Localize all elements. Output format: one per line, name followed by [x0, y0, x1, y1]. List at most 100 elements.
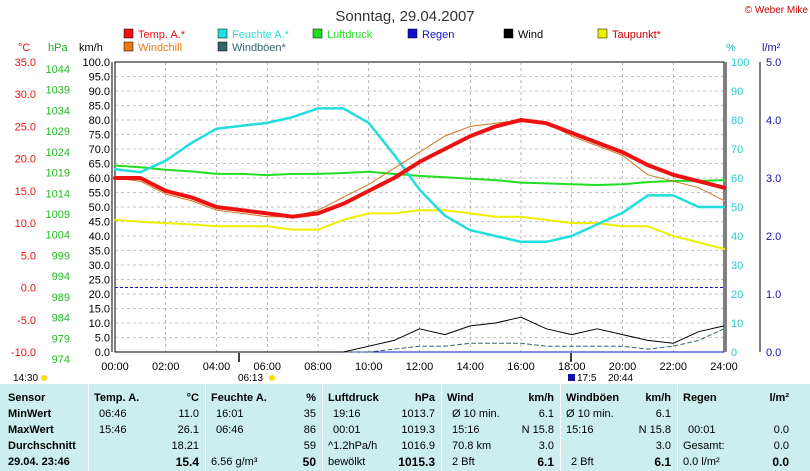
wind-tick: 65.0: [89, 159, 110, 171]
wind-max-time: 15:16: [452, 424, 480, 436]
wind-tick: 60.0: [89, 173, 110, 185]
humidity-tick: 20: [731, 289, 743, 301]
time-tick: 08:00: [304, 361, 332, 373]
pressure-current: 1015.3: [398, 455, 435, 469]
chart-title: Sonntag, 29.04.2007: [335, 8, 474, 25]
sunset-time-2: 20:44: [608, 373, 633, 384]
pressure-tick: 979: [52, 333, 70, 345]
pressure-tick: 994: [52, 271, 70, 283]
wind-avg10: 6.1: [538, 408, 554, 420]
temp-tick: 20.0: [15, 154, 36, 166]
legend-label: Temp. A.*: [138, 29, 186, 41]
temp-min: 11.0: [178, 408, 199, 420]
column-divider: [205, 384, 206, 471]
temp-tick: 5.0: [21, 250, 36, 262]
humidity-tick: 50: [731, 202, 743, 214]
humidity-unit: %: [306, 392, 316, 404]
gust-header: Windböen: [566, 392, 620, 404]
weather-chart: Sonntag, 29.04.2007 © Weber Mike Temp. A…: [11, 5, 809, 384]
rain-header: Regen: [683, 392, 717, 404]
temp-current: 15.4: [175, 455, 199, 469]
legend-swatch: [503, 28, 514, 39]
humidity-avg: 59: [303, 440, 316, 452]
pressure-tick: 1029: [46, 126, 70, 138]
gust-unit: km/h: [645, 392, 671, 404]
time-tick: 16:00: [507, 361, 535, 373]
legend: Temp. A.* Feuchte A.* Luftdruck Regen Wind Ta…: [123, 28, 662, 54]
rain-axis-unit: l/m²: [762, 42, 781, 54]
time-tick: 14:00: [456, 361, 484, 373]
time-tick: 22:00: [659, 361, 687, 373]
wind-tick: 30.0: [89, 260, 110, 272]
temp-tick: -5.0: [17, 315, 36, 327]
temp-min-time: 06:46: [99, 408, 127, 420]
wind-tick: 90.0: [89, 86, 110, 98]
temp-max: 26.1: [177, 424, 199, 436]
wind-axis-unit: km/h: [79, 42, 103, 54]
row-label-max: MaxWert: [8, 424, 54, 436]
wind-tick: 20.0: [89, 289, 110, 301]
time-tick: 12:00: [406, 361, 434, 373]
sunrise-time: 06:13: [238, 373, 263, 384]
wind-tick: 75.0: [89, 130, 110, 142]
wind-tick: 40.0: [89, 231, 110, 243]
pressure-avg: 1016.9: [401, 440, 435, 452]
pressure-min-time: 19:16: [333, 408, 361, 420]
time-tick: 00:00: [101, 361, 129, 373]
wind-tick: 95.0: [89, 72, 110, 84]
series-windchill: [114, 119, 725, 218]
legend-swatch: [217, 28, 228, 39]
wind-distance: 70.8 km: [452, 440, 492, 452]
copyright: © Weber Mike: [745, 5, 809, 16]
axis-ticks: 35.0 30.0 25.0 20.0 15.0 10.0 5.0 0.0 -5.0 -10.0 1…: [11, 57, 781, 373]
legend-swatch: [217, 41, 228, 52]
legend-swatch: [597, 28, 608, 39]
wind-unit: km/h: [528, 392, 554, 404]
time-tick: 02:00: [152, 361, 180, 373]
time-tick: 24:00: [710, 361, 738, 373]
humidity-header: Feuchte A.: [211, 392, 267, 404]
wind-avg-label: Ø 10 min.: [452, 408, 500, 420]
legend-swatch: [407, 28, 418, 39]
legend-label: Taupunkt*: [612, 29, 662, 41]
series-luftdruck: [114, 164, 725, 186]
time-marker-left: 14:30: [13, 373, 38, 384]
row-label-avg: Durchschnitt: [8, 440, 76, 452]
data-series: [113, 107, 726, 353]
humidity-min-time: 16:01: [216, 408, 244, 420]
temp-max-time: 15:46: [99, 424, 127, 436]
humidity-absolute: 6.56 g/m³: [211, 456, 258, 468]
humidity-tick: 40: [731, 231, 743, 243]
pressure-unit: hPa: [414, 392, 435, 404]
wind-tick: 80.0: [89, 115, 110, 127]
rain-tick: 2.0: [766, 231, 781, 243]
pressure-tick: 974: [52, 354, 70, 366]
humidity-tick: 0: [731, 347, 737, 359]
gust-avg-label: Ø 10 min.: [566, 408, 614, 420]
time-tick: 18:00: [558, 361, 586, 373]
pressure-max-time: 00:01: [333, 424, 361, 436]
rain-current: 0.0: [772, 455, 789, 469]
wind-current: 6.1: [537, 455, 554, 469]
time-tick: 04:00: [203, 361, 231, 373]
rain-column: Regen l/m² 00:01 0.0 Gesamt: 0.0 0.0 l/m…: [678, 384, 793, 471]
humidity-tick: 30: [731, 260, 743, 272]
wind-column: Wind km/h Ø 10 min. 6.1 15:16 N 15.8 70.…: [442, 384, 560, 471]
humidity-tick: 80: [731, 115, 743, 127]
temp-header: Temp. A.: [94, 392, 140, 404]
gust-current: 6.1: [654, 455, 671, 469]
row-label-current: 29.04. 23:46: [8, 456, 70, 468]
temp-tick: 30.0: [15, 89, 36, 101]
wind-tick: 35.0: [89, 246, 110, 258]
pressure-trend: ^1.2hPa/h: [328, 440, 378, 452]
temp-tick: 10.0: [15, 218, 36, 230]
wind-tick: 0.0: [95, 347, 110, 359]
gust-column: Windböen km/h Ø 10 min. 6.1 15:16 N 15.8…: [561, 384, 677, 471]
rain-max-time: 00:01: [688, 424, 716, 436]
wind-tick: 5.0: [95, 333, 110, 345]
legend-label: Wind: [518, 29, 543, 41]
pressure-tick: 1014: [46, 188, 70, 200]
temp-tick: 25.0: [15, 121, 36, 133]
temp-tick: -10.0: [11, 347, 36, 359]
legend-label: Feuchte A.*: [232, 29, 290, 41]
